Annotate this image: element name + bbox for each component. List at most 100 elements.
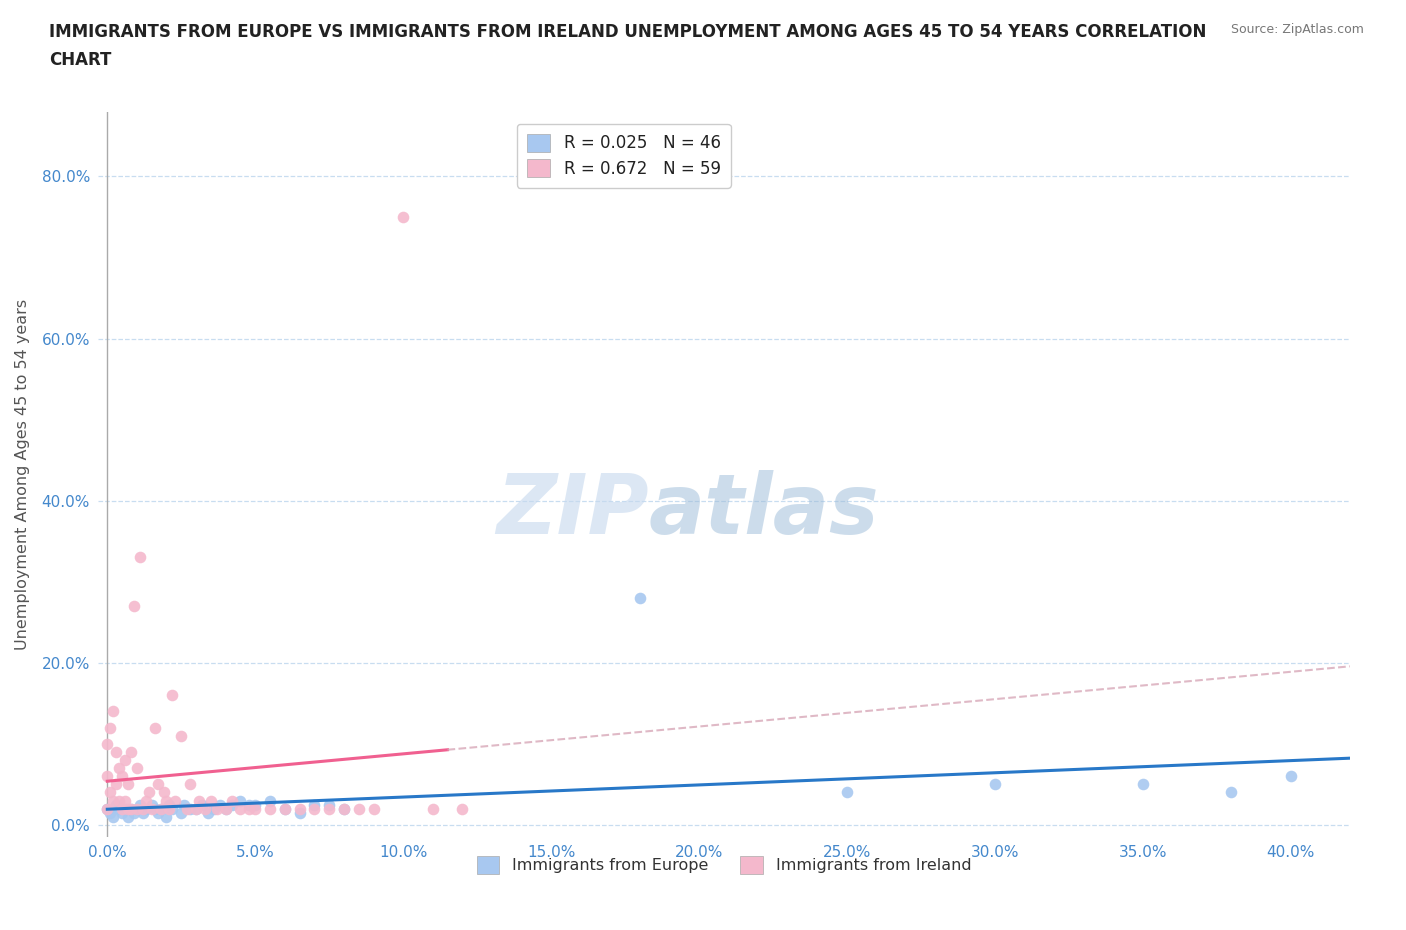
Point <box>274 801 297 816</box>
Point <box>143 801 166 816</box>
Text: CHART: CHART <box>49 51 111 69</box>
Point <box>114 801 136 816</box>
Point <box>120 801 142 816</box>
Point <box>197 805 219 820</box>
Point <box>347 801 370 816</box>
Point <box>135 793 157 808</box>
Point <box>96 769 118 784</box>
Point <box>221 793 243 808</box>
Point <box>155 809 177 824</box>
Point <box>125 801 148 816</box>
Point <box>128 550 150 565</box>
Point <box>111 769 134 784</box>
Point <box>214 801 236 816</box>
Point <box>108 801 131 816</box>
Point <box>96 801 118 816</box>
Point <box>162 801 184 816</box>
Point <box>184 801 207 816</box>
Point <box>128 797 150 812</box>
Point <box>96 737 118 751</box>
Point <box>451 801 474 816</box>
Point <box>318 797 340 812</box>
Point <box>191 797 214 812</box>
Point <box>1220 785 1243 800</box>
Point <box>125 801 148 816</box>
Point <box>125 761 148 776</box>
Point <box>108 793 131 808</box>
Point <box>835 785 858 800</box>
Point <box>111 801 134 816</box>
Point <box>149 801 172 816</box>
Point <box>304 797 326 812</box>
Point <box>132 805 155 820</box>
Point <box>165 793 187 808</box>
Point <box>318 801 340 816</box>
Point <box>184 801 207 816</box>
Point <box>146 777 169 791</box>
Point <box>114 752 136 767</box>
Point <box>984 777 1007 791</box>
Point <box>173 797 195 812</box>
Point <box>1132 777 1154 791</box>
Point <box>105 744 128 759</box>
Point <box>105 797 128 812</box>
Point <box>229 801 252 816</box>
Point <box>274 801 297 816</box>
Point <box>108 761 131 776</box>
Text: Source: ZipAtlas.com: Source: ZipAtlas.com <box>1230 23 1364 36</box>
Point <box>238 797 260 812</box>
Point <box>96 801 118 816</box>
Point <box>259 793 281 808</box>
Point <box>214 801 236 816</box>
Point <box>176 801 198 816</box>
Point <box>208 797 231 812</box>
Point <box>170 728 193 743</box>
Point <box>157 801 180 816</box>
Point <box>117 801 139 816</box>
Text: atlas: atlas <box>650 470 880 551</box>
Point <box>98 785 121 800</box>
Point <box>288 801 311 816</box>
Point <box>152 785 174 800</box>
Point <box>229 793 252 808</box>
Point <box>205 801 228 816</box>
Point <box>117 777 139 791</box>
Y-axis label: Unemployment Among Ages 45 to 54 years: Unemployment Among Ages 45 to 54 years <box>15 299 31 650</box>
Point <box>162 687 184 702</box>
Point <box>363 801 385 816</box>
Point <box>200 793 222 808</box>
Point <box>141 801 163 816</box>
Point <box>138 785 160 800</box>
Point <box>288 805 311 820</box>
Point <box>202 801 225 816</box>
Point <box>179 801 201 816</box>
Point <box>120 801 142 816</box>
Text: IMMIGRANTS FROM EUROPE VS IMMIGRANTS FROM IRELAND UNEMPLOYMENT AMONG AGES 45 TO : IMMIGRANTS FROM EUROPE VS IMMIGRANTS FRO… <box>49 23 1206 41</box>
Point <box>170 805 193 820</box>
Point <box>157 797 180 812</box>
Point <box>333 801 356 816</box>
Point <box>103 793 125 808</box>
Point <box>143 720 166 735</box>
Point <box>122 805 145 820</box>
Point <box>333 801 356 816</box>
Point <box>135 801 157 816</box>
Point <box>1279 769 1302 784</box>
Point <box>98 720 121 735</box>
Point <box>245 801 267 816</box>
Point <box>422 801 444 816</box>
Point <box>628 591 651 605</box>
Point <box>122 599 145 614</box>
Text: ZIP: ZIP <box>496 470 650 551</box>
Point <box>221 797 243 812</box>
Point <box>188 793 211 808</box>
Point <box>179 777 201 791</box>
Point <box>245 797 267 812</box>
Point <box>132 801 155 816</box>
Point <box>259 801 281 816</box>
Point <box>304 801 326 816</box>
Point <box>105 777 128 791</box>
Point <box>111 805 134 820</box>
Point <box>194 801 217 816</box>
Point <box>114 793 136 808</box>
